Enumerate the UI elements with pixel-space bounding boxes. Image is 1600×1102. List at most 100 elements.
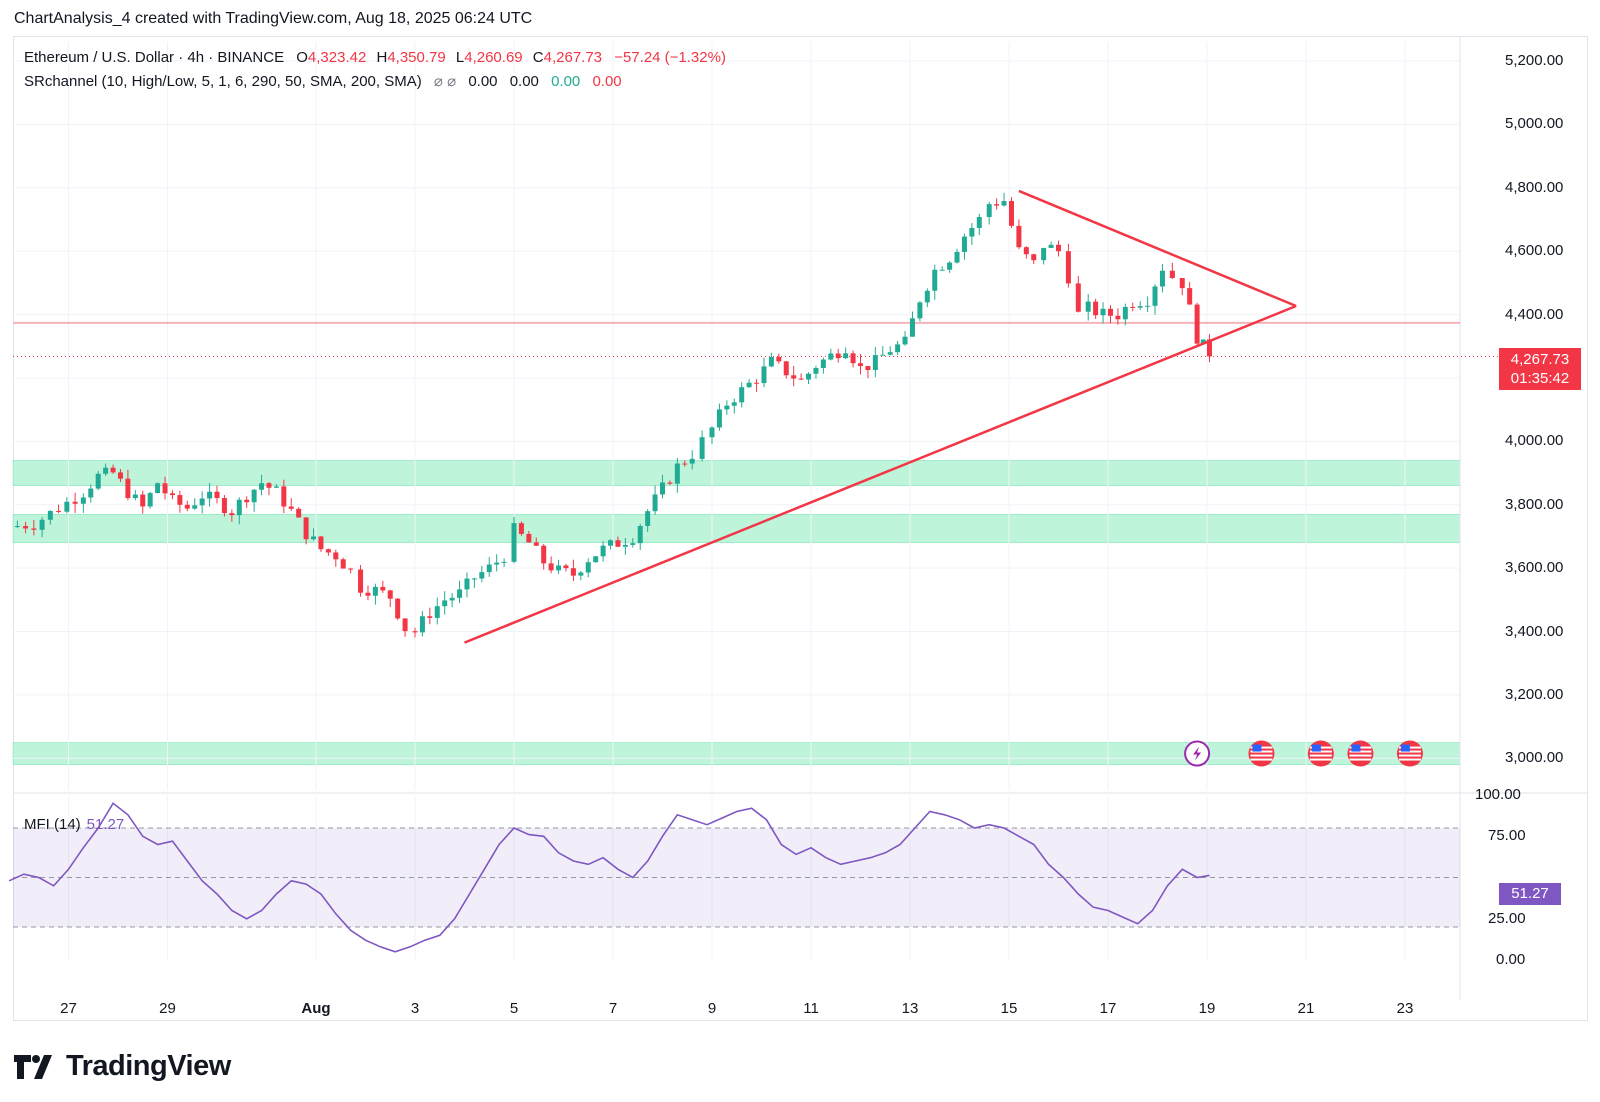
candle-down	[402, 618, 408, 632]
candle-up	[608, 540, 614, 546]
earnings-event-marker	[1184, 740, 1211, 767]
symbol-legend: Ethereum / U.S. Dollar · 4h · BINANCE O4…	[24, 49, 726, 66]
indicator-value-2: 0.00	[509, 73, 539, 90]
candle-down	[835, 353, 841, 359]
candle-up	[457, 589, 463, 598]
last-price-tag: 4,267.73 01:35:42	[1499, 348, 1581, 390]
candle-up	[768, 356, 774, 367]
candle-up	[600, 545, 606, 557]
candle-up	[739, 387, 745, 403]
candle-up	[895, 344, 901, 353]
indicator-legend[interactable]: SRchannel (10, High/Low, 5, 1, 6, 290, 5…	[24, 72, 622, 90]
candle-down	[570, 568, 576, 576]
candle-down	[541, 545, 547, 564]
candle-up	[311, 536, 317, 540]
mfi-tick-label: 0.00	[1496, 951, 1526, 968]
flag-stripe	[1250, 754, 1273, 757]
flag-stripe	[1349, 754, 1372, 757]
price-tick-label: 4,600.00	[1505, 242, 1564, 260]
trendline	[464, 304, 1297, 644]
us-flag-event-marker	[1396, 740, 1423, 767]
candle-up	[80, 497, 86, 504]
candle-up	[828, 353, 834, 360]
candle-down	[1008, 201, 1014, 226]
candle-up	[155, 483, 161, 494]
time-tick-label: 3	[410, 1000, 420, 1017]
mfi-tick-label: 75.00	[1488, 827, 1526, 845]
candle-up	[585, 562, 591, 573]
candle-up	[1085, 301, 1091, 312]
indicator-value-1: 0.00	[468, 73, 498, 90]
candle-up	[273, 486, 279, 488]
candle-down	[1065, 251, 1071, 284]
price-tick-label: 4,800.00	[1505, 178, 1564, 196]
chart-caption: ChartAnalysis_4 created with TradingView…	[14, 10, 533, 27]
candle-up	[64, 501, 70, 512]
candle-up	[1159, 270, 1165, 287]
candle-down	[1115, 315, 1121, 320]
flag-stripe	[1309, 754, 1332, 757]
candle-down	[791, 375, 797, 379]
tradingview-logo[interactable]: TradingView	[14, 1050, 231, 1083]
candle-down	[667, 482, 673, 484]
candle-up	[199, 498, 205, 506]
candle-down	[395, 598, 401, 619]
candle-down	[865, 366, 871, 371]
flag-stripe	[1349, 758, 1372, 761]
price-tick-label: 3,000.00	[1505, 749, 1564, 767]
candle-down	[1016, 225, 1022, 248]
candle-down	[23, 526, 29, 529]
time-tick-label: 19	[1198, 1000, 1216, 1017]
candle-down	[783, 361, 789, 376]
time-tick-label: 9	[707, 1000, 717, 1017]
us-flag-icon	[1248, 740, 1275, 767]
candle-down	[1023, 247, 1029, 255]
flag-canton	[1252, 744, 1262, 752]
price-tick-label: 4,000.00	[1505, 432, 1564, 450]
candle-up	[578, 572, 584, 576]
candles	[14, 192, 1212, 638]
candle-up	[147, 493, 153, 507]
us-flag-icon	[1396, 740, 1423, 767]
candle-down	[1107, 308, 1113, 316]
candle-up	[501, 561, 507, 563]
time-tick-label: 11	[803, 1000, 819, 1017]
horizontal-level-line	[13, 321, 1498, 357]
candle-up	[511, 523, 517, 562]
candle-up	[132, 494, 138, 499]
change-value: −57.24 (−1.32%)	[614, 49, 726, 66]
candle-up	[1145, 305, 1151, 307]
candle-up	[471, 578, 477, 580]
price-tick-label: 3,200.00	[1505, 685, 1564, 703]
candle-up	[1100, 308, 1106, 316]
support-zone	[12, 742, 1461, 765]
candle-down	[333, 552, 339, 560]
candle-up	[689, 458, 695, 464]
price-tick-label: 5,000.00	[1505, 115, 1564, 133]
candle-up	[1152, 286, 1158, 306]
candle-down	[117, 472, 123, 479]
candle-down	[1093, 301, 1099, 316]
time-tick-label: 23	[1396, 1000, 1414, 1017]
candle-down	[387, 590, 393, 599]
candle-down	[288, 506, 294, 509]
candle-down	[177, 495, 183, 505]
candle-up	[1122, 306, 1128, 320]
candle-up	[1041, 247, 1047, 261]
candle-up	[806, 373, 812, 380]
candle-down	[1130, 306, 1136, 308]
us-flag-event-marker	[1307, 740, 1334, 767]
mfi-legend[interactable]: MFI (14) 51.27	[24, 816, 124, 833]
mfi-line	[8, 802, 1210, 953]
high-label: H	[376, 49, 388, 66]
candle-up	[47, 510, 53, 520]
price-tick-label: 4,400.00	[1505, 305, 1564, 323]
close-label: C	[532, 49, 544, 66]
candle-down	[1169, 270, 1175, 279]
price-tick-label: 3,800.00	[1505, 495, 1564, 513]
open-label: O	[296, 49, 308, 66]
candle-up	[556, 565, 562, 571]
candle-down	[72, 501, 78, 504]
candle-down	[169, 493, 175, 496]
